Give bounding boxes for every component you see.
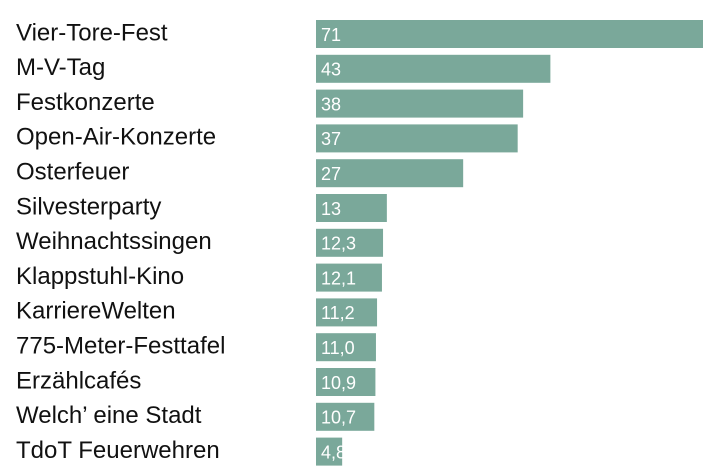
bar bbox=[316, 263, 382, 292]
value-label: 12,1 bbox=[321, 268, 356, 288]
category-label: Osterfeuer bbox=[16, 159, 129, 186]
bar bbox=[316, 54, 551, 83]
bar bbox=[316, 368, 376, 396]
value-label: 4,8 bbox=[321, 442, 346, 462]
bar bbox=[316, 20, 703, 48]
category-label: 775-Meter-Festtafel bbox=[16, 333, 225, 360]
bar bbox=[316, 437, 343, 466]
bar bbox=[316, 194, 387, 222]
value-label: 71 bbox=[321, 25, 341, 45]
value-label: 10,7 bbox=[321, 408, 356, 428]
bar bbox=[316, 159, 464, 188]
value-label: 27 bbox=[321, 164, 341, 184]
value-label: 11,0 bbox=[321, 338, 355, 358]
value-label: 12,3 bbox=[321, 234, 356, 254]
value-label: 11,2 bbox=[321, 303, 355, 323]
bar bbox=[316, 333, 376, 362]
bar bbox=[316, 402, 375, 431]
category-label: M-V-Tag bbox=[16, 54, 105, 81]
category-label: Festkonzerte bbox=[16, 89, 155, 116]
category-label: Silvesterparty bbox=[16, 193, 161, 220]
value-label: 10,9 bbox=[321, 373, 356, 393]
value-label: 43 bbox=[321, 60, 341, 80]
category-label: TdoT Feuerwehren bbox=[16, 437, 220, 464]
category-label: Weihnachtssingen bbox=[16, 228, 212, 255]
value-label: 13 bbox=[321, 199, 341, 219]
bar bbox=[316, 89, 524, 118]
category-label: Klappstuhl-Kino bbox=[16, 263, 184, 290]
bar bbox=[316, 124, 518, 153]
bar bbox=[316, 298, 378, 327]
value-label: 37 bbox=[321, 129, 341, 149]
bar bbox=[316, 228, 384, 257]
value-label: 38 bbox=[321, 94, 341, 114]
category-label: Open-Air-Konzerte bbox=[16, 124, 216, 151]
category-label: KarriereWelten bbox=[16, 298, 176, 325]
category-label: Welch’ eine Stadt bbox=[16, 402, 202, 429]
category-label: Vier-Tore-Fest bbox=[16, 19, 168, 46]
category-label: Erzählcafés bbox=[16, 367, 141, 394]
